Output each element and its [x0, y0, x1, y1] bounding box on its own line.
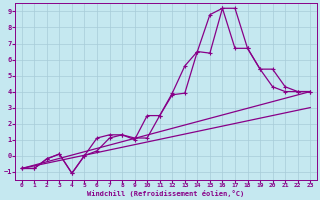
X-axis label: Windchill (Refroidissement éolien,°C): Windchill (Refroidissement éolien,°C) — [87, 190, 244, 197]
